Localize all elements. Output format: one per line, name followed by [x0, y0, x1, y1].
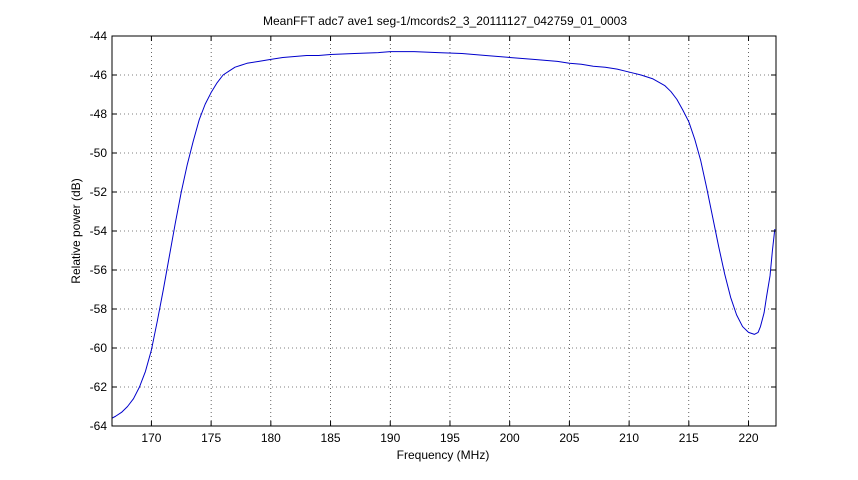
tick-layer: 170 175 180 185 190 195 200 205 210 215 220 -64 -62 -…: [90, 29, 776, 445]
x-tick-label: 170: [141, 431, 161, 445]
x-tick-label: 185: [321, 431, 341, 445]
grid-lines: [112, 36, 776, 426]
x-axis-label: Frequency (MHz): [397, 448, 490, 462]
y-tick-label: -60: [90, 341, 108, 355]
y-axis-label: Relative power (dB): [69, 178, 83, 283]
x-tick-label: 205: [559, 431, 579, 445]
series-line-1: [111, 51, 776, 419]
y-tick-label: -64: [90, 419, 108, 433]
x-tick-label: 175: [201, 431, 221, 445]
x-tick-label: 210: [619, 431, 639, 445]
x-tick-label: 180: [261, 431, 281, 445]
x-tick-label: 215: [679, 431, 699, 445]
series-layer: [111, 51, 776, 419]
y-tick-label: -44: [90, 29, 108, 43]
x-tick-label: 220: [739, 431, 759, 445]
y-tick-label: -52: [90, 185, 108, 199]
y-tick-label: -50: [90, 146, 108, 160]
chart-title: MeanFFT adc7 ave1 seg-1/mcords2_3_201111…: [263, 14, 627, 28]
x-tick-label: 195: [440, 431, 460, 445]
y-tick-label: -62: [90, 380, 108, 394]
y-tick-label: -48: [90, 107, 108, 121]
y-tick-label: -46: [90, 68, 108, 82]
x-tick-label: 190: [380, 431, 400, 445]
y-tick-label: -58: [90, 302, 108, 316]
x-tick-label: 200: [500, 431, 520, 445]
y-tick-label: -56: [90, 263, 108, 277]
y-tick-label: -54: [90, 224, 108, 238]
